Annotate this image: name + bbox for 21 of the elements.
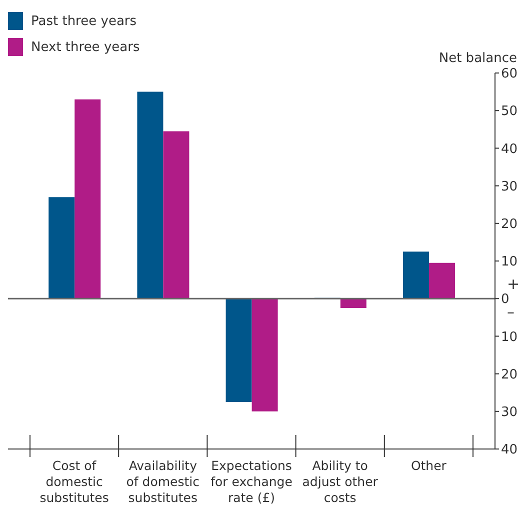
y-tick-label: 10 xyxy=(501,330,518,345)
y-tick-label: 40 xyxy=(501,442,518,458)
text: + xyxy=(507,274,520,293)
y-tick-label: 10 xyxy=(501,254,518,270)
text: – xyxy=(507,302,514,321)
y-tick-label: 50 xyxy=(501,104,518,120)
y-tick-label: 20 xyxy=(501,217,518,232)
y-axis-title: Net balance xyxy=(438,51,517,66)
x-tick-label: Expectations for exchange rate (£) xyxy=(210,458,293,505)
x-tick-label: Availability of domestic substitutes xyxy=(126,458,200,505)
y-tick-label: 40 xyxy=(501,142,518,157)
y-tick-label: 30 xyxy=(501,179,518,194)
legend-label: Past three years xyxy=(31,14,137,28)
legend-label: Next three years xyxy=(31,40,140,54)
x-tick-label: Cost of domestic substitutes xyxy=(40,458,109,505)
y-tick-label: 30 xyxy=(501,405,518,420)
y-tick-label: 20 xyxy=(501,367,518,382)
y-tick-label: 0 xyxy=(501,292,510,308)
y-tick-label: 60 xyxy=(501,66,518,82)
x-tick-label: Other xyxy=(410,458,448,473)
x-tick-label: Ability to adjust other costs xyxy=(302,458,379,505)
